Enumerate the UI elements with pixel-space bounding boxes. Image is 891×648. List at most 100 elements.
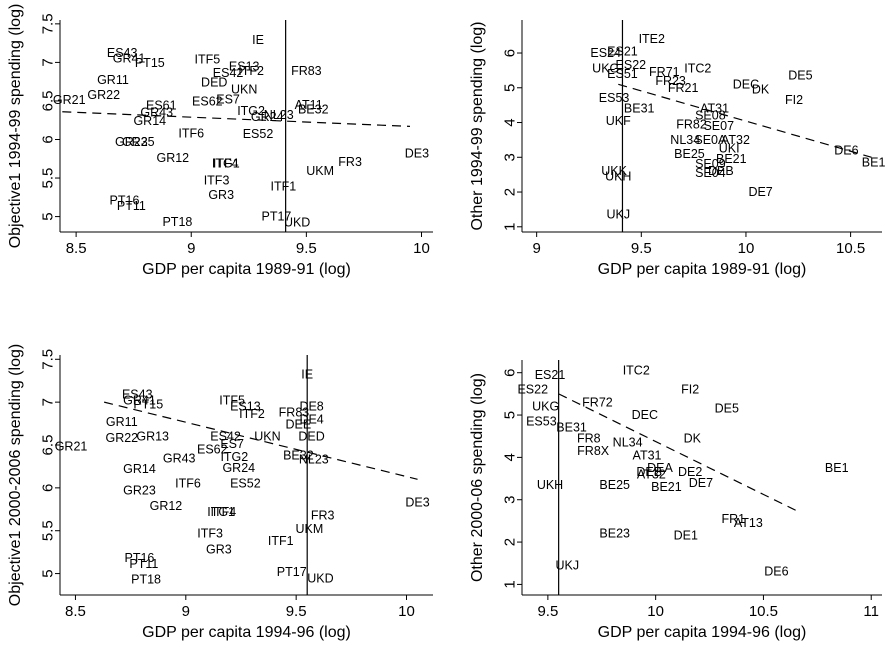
point-label-itf5: ITF5 <box>195 52 221 66</box>
point-label-gr3: GR3 <box>206 543 232 557</box>
point-label-ite2: ITE2 <box>639 32 665 46</box>
point-label-ukk: UKK <box>601 164 627 178</box>
point-label-de3: DE3 <box>405 146 429 160</box>
point-label-itf6: ITF6 <box>175 477 201 491</box>
point-label-pt16: PT16 <box>110 193 140 207</box>
point-label-es22: ES22 <box>517 383 548 397</box>
panel-top-left-objective1-1994-99: 8.5 9 9.5 10 5 5.5 6 6.5 7 7.5 GDP per capita 1989… <box>7 4 433 278</box>
point-label-de2: DE2 <box>678 465 702 479</box>
point-label-es13: ES13 <box>230 399 261 413</box>
point-label-es52: ES52 <box>230 477 261 491</box>
x-tick-label: 10 <box>647 603 664 620</box>
point-label-fr8: FR8 <box>577 431 601 445</box>
y-tick-label: 1 <box>502 223 519 231</box>
y-tick-label: 2 <box>502 188 519 196</box>
point-label-es42: ES42 <box>213 66 244 80</box>
point-label-nl34: NL34 <box>670 133 700 147</box>
point-label-fi2: FI2 <box>785 93 803 107</box>
point-label-es42: ES42 <box>210 429 241 443</box>
point-label-es43: ES43 <box>122 387 153 401</box>
point-label-uki: UKI <box>719 142 740 156</box>
point-label-be1: BE1 <box>862 155 886 169</box>
x-tick-label: 9.5 <box>537 603 558 620</box>
point-label-es53: ES53 <box>599 91 630 105</box>
point-label-es22: ES22 <box>616 58 647 72</box>
point-label-fr1: FR1 <box>721 512 745 526</box>
point-label-nl34: NL34 <box>613 436 643 450</box>
point-label-be25: BE25 <box>599 478 630 492</box>
x-axis-title: GDP per capita 1989-91 (log) <box>142 261 351 278</box>
point-label-at31: AT31 <box>700 102 729 116</box>
x-tick-label: 10 <box>413 240 430 257</box>
x-tick-label: 9 <box>182 603 190 620</box>
point-label-pt15: PT15 <box>135 56 165 70</box>
x-axis-title: GDP per capita 1994-96 (log) <box>142 624 351 641</box>
point-label-es7: ES7 <box>220 437 244 451</box>
y-tick-label: 5 <box>502 411 519 419</box>
point-label-se0a: SE0A <box>694 133 727 147</box>
point-label-nl23: NL23 <box>299 453 329 467</box>
point-label-ukg: UKG <box>532 400 559 414</box>
point-label-fr3: FR3 <box>311 508 335 522</box>
point-label-itg1: ITG1 <box>212 156 240 170</box>
fitted-trend-line <box>103 401 418 480</box>
point-label-de3: DE3 <box>405 495 429 509</box>
y-axis-title: Other 1994-99 spending (log) <box>469 21 486 230</box>
point-label-dee: DEE <box>286 417 312 431</box>
point-label-de4: DE4 <box>299 412 323 426</box>
y-tick-label: 3 <box>502 496 519 504</box>
y-tick-label: 7.5 <box>40 349 57 370</box>
point-label-dec: DEC <box>733 77 759 91</box>
point-label-itf1: ITF1 <box>268 534 294 548</box>
point-label-ukm: UKM <box>306 164 334 178</box>
y-tick-label: 7.5 <box>40 13 57 34</box>
y-tick-label: 5.5 <box>40 168 57 189</box>
point-label-gr13: GR13 <box>136 429 169 443</box>
point-label-es53: ES53 <box>526 414 557 428</box>
point-label-be25: BE25 <box>674 147 705 161</box>
point-label-at11: AT11 <box>295 98 323 112</box>
point-label-fr72: FR72 <box>582 395 613 409</box>
point-label-itf3: ITF3 <box>204 173 230 187</box>
point-label-be21: BE21 <box>716 152 747 166</box>
y-tick-label: 6 <box>502 369 519 377</box>
x-tick-label: 9.5 <box>296 240 317 257</box>
point-label-itf6: ITF6 <box>178 126 204 140</box>
point-label-gr25: GR25 <box>122 135 155 149</box>
y-axis-title: Objective1 2000-2006 spending (log) <box>7 344 24 606</box>
point-label-es21: ES21 <box>607 44 638 58</box>
point-label-gr12: GR12 <box>150 499 183 513</box>
point-label-gr43: GR43 <box>140 106 173 120</box>
point-label-gr21: GR21 <box>53 93 86 107</box>
point-label-gr23: GR23 <box>115 135 148 149</box>
point-label-fr83: FR83 <box>279 405 310 419</box>
point-label-be31: BE31 <box>624 102 655 116</box>
x-tick-label: 11 <box>863 603 879 620</box>
point-label-nl23: NL23 <box>264 108 294 122</box>
point-label-ded: DED <box>201 75 227 89</box>
x-tick-label: 8.5 <box>66 240 87 257</box>
point-label-ukh: UKH <box>537 478 563 492</box>
point-label-at32: AT32 <box>637 467 666 481</box>
point-label-de8: DE8 <box>299 399 323 413</box>
point-label-ukj: UKJ <box>555 558 579 572</box>
point-label-itg2: ITG2 <box>237 104 265 118</box>
point-label-pt16: PT16 <box>125 551 155 565</box>
panel-top-right-other-1994-99: 9 9.5 10 10.5 1 2 3 4 5 6 GDP per capita 1989-91 (… <box>469 20 885 278</box>
point-label-de6: DE6 <box>834 143 858 157</box>
point-label-itf2: ITF2 <box>239 407 265 421</box>
point-label-gr11: GR11 <box>106 415 138 429</box>
point-label-es13: ES13 <box>229 59 260 73</box>
point-label-fr82: FR82 <box>676 117 707 131</box>
point-label-ukh: UKH <box>605 169 631 183</box>
point-label-ukm: UKM <box>296 522 324 536</box>
point-label-be21: BE21 <box>651 480 682 494</box>
point-label-gr24: GR24 <box>251 110 284 124</box>
y-tick-label: 5 <box>502 84 519 92</box>
point-label-itc2: ITC2 <box>684 62 711 76</box>
point-label-dea: DEA <box>647 461 673 475</box>
y-tick-label: 5.5 <box>40 520 57 541</box>
point-label-se07: SE07 <box>703 119 734 133</box>
point-label-gr41: GR41 <box>113 52 146 66</box>
